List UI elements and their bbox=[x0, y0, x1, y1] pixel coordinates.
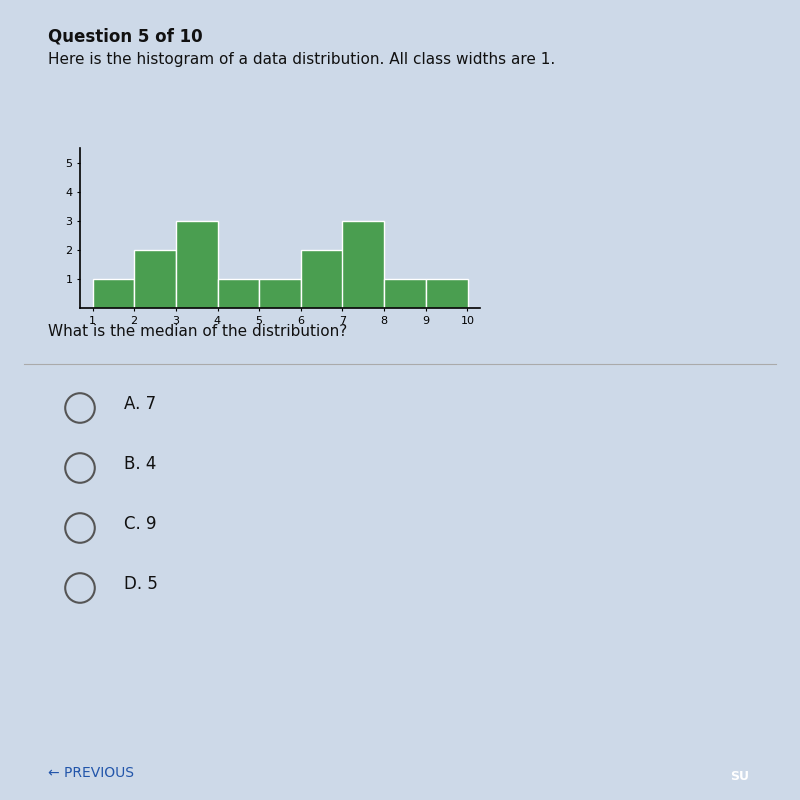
Bar bbox=[176, 221, 218, 308]
Bar bbox=[426, 279, 467, 308]
Text: C. 9: C. 9 bbox=[124, 515, 157, 533]
Bar bbox=[301, 250, 342, 308]
Text: SU: SU bbox=[730, 770, 750, 782]
Text: Question 5 of 10: Question 5 of 10 bbox=[48, 28, 202, 46]
Bar bbox=[218, 279, 259, 308]
Text: B. 4: B. 4 bbox=[124, 455, 156, 473]
Text: D. 5: D. 5 bbox=[124, 575, 158, 593]
Text: Here is the histogram of a data distribution. All class widths are 1.: Here is the histogram of a data distribu… bbox=[48, 52, 555, 67]
Text: ← PREVIOUS: ← PREVIOUS bbox=[48, 766, 134, 780]
Text: What is the median of the distribution?: What is the median of the distribution? bbox=[48, 324, 347, 339]
Bar bbox=[384, 279, 426, 308]
Bar bbox=[93, 279, 134, 308]
Bar bbox=[342, 221, 384, 308]
Text: A. 7: A. 7 bbox=[124, 395, 156, 413]
Bar bbox=[134, 250, 176, 308]
Bar bbox=[259, 279, 301, 308]
